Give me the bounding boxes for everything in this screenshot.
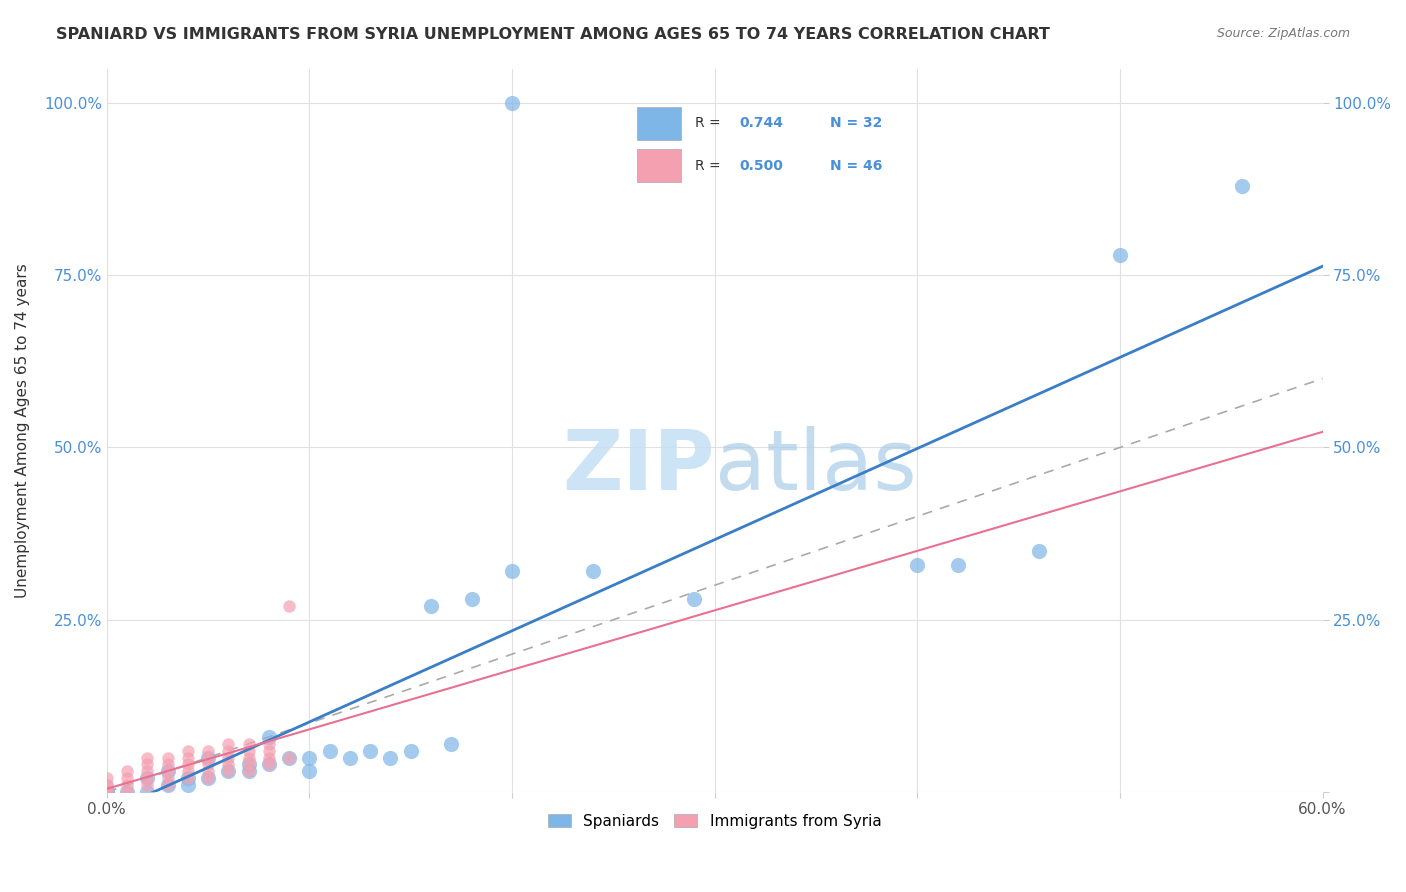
Point [257,730,280,744]
Point [1028,544,1050,558]
Point [115,778,138,792]
Point [501,95,523,110]
Point [96,785,118,799]
Point [115,785,138,799]
Point [115,785,138,799]
Point [238,757,260,772]
Point [217,764,239,779]
Point [460,592,482,607]
Point [136,778,159,792]
Point [96,785,118,799]
Point [177,764,200,779]
Point [380,750,402,764]
Point [257,757,280,772]
Point [96,785,118,799]
Point [257,757,280,772]
Point [257,744,280,758]
Point [136,785,159,799]
Point [440,737,463,751]
Point [197,750,219,764]
Point [156,764,179,779]
Point [238,750,260,764]
Legend: Spaniards, Immigrants from Syria: Spaniards, Immigrants from Syria [541,807,887,835]
Point [96,778,118,792]
Point [156,771,179,785]
Point [96,785,118,799]
Point [318,744,340,758]
Point [156,757,179,772]
Point [156,778,179,792]
Point [420,599,443,613]
Point [197,750,219,764]
Point [177,757,200,772]
Point [238,737,260,751]
Point [217,757,239,772]
Point [217,750,239,764]
Point [96,785,118,799]
Point [197,744,219,758]
Point [136,757,159,772]
Point [197,764,219,779]
Point [298,750,321,764]
Point [115,771,138,785]
Point [197,757,219,772]
Point [115,764,138,779]
Point [257,737,280,751]
Point [339,750,361,764]
Point [278,599,301,613]
Point [156,778,179,792]
Point [905,558,928,572]
Point [136,771,159,785]
Point [1230,178,1253,193]
Point [582,565,605,579]
Point [238,764,260,779]
Point [136,750,159,764]
Point [217,737,239,751]
Text: atlas: atlas [714,425,917,507]
Text: Source: ZipAtlas.com: Source: ZipAtlas.com [1216,27,1350,40]
Point [217,744,239,758]
Point [1109,247,1132,261]
Point [136,771,159,785]
Point [257,750,280,764]
Point [399,744,422,758]
Point [238,744,260,758]
Text: ZIP: ZIP [562,425,714,507]
Y-axis label: Unemployment Among Ages 65 to 74 years: Unemployment Among Ages 65 to 74 years [15,263,30,598]
Point [156,750,179,764]
Point [156,764,179,779]
Point [96,771,118,785]
Point [298,764,321,779]
Point [946,558,969,572]
Point [238,764,260,779]
Point [683,592,706,607]
Point [177,771,200,785]
Point [359,744,381,758]
Point [177,750,200,764]
Point [501,565,523,579]
Point [177,778,200,792]
Point [278,750,301,764]
Point [177,771,200,785]
Point [136,764,159,779]
Point [197,771,219,785]
Text: SPANIARD VS IMMIGRANTS FROM SYRIA UNEMPLOYMENT AMONG AGES 65 TO 74 YEARS CORRELA: SPANIARD VS IMMIGRANTS FROM SYRIA UNEMPL… [56,27,1050,42]
Point [96,778,118,792]
Point [177,744,200,758]
Point [238,757,260,772]
Point [278,750,301,764]
Point [217,764,239,779]
Point [197,771,219,785]
